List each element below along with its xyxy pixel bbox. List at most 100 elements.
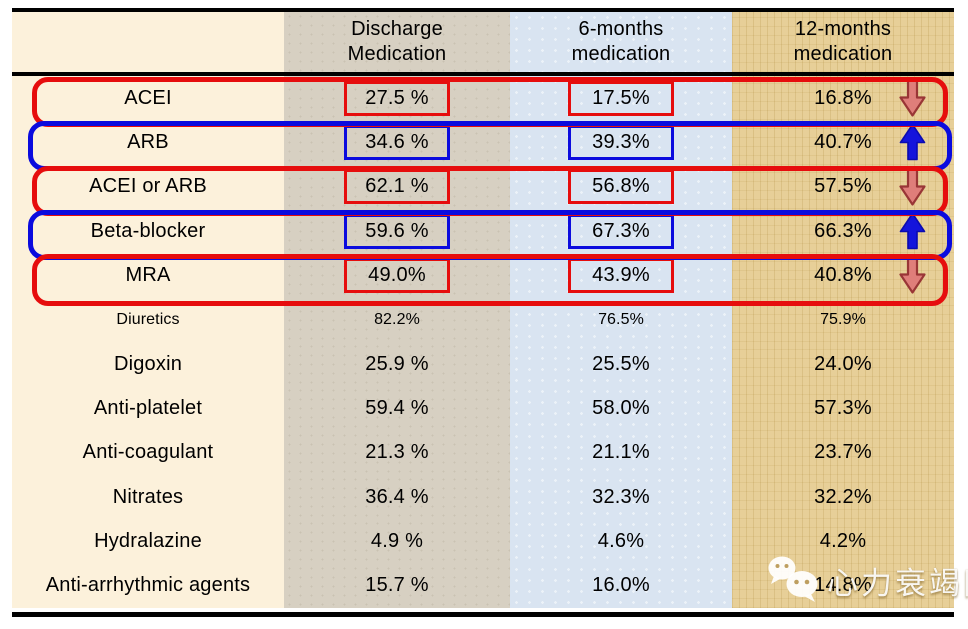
value-text: 66.3% — [814, 219, 872, 242]
row-label-text: ACEI — [124, 86, 172, 109]
anti-coagulant-discharge-cell: 21.3 % — [284, 430, 510, 475]
header-12months: 12-months medication — [732, 12, 954, 76]
row-label-acei-or-arb: ACEI or ARB — [12, 164, 284, 209]
value-text: 21.1% — [592, 441, 650, 464]
value-box: 59.6 % — [344, 213, 450, 249]
hydralazine-12m-cell: 4.2% — [732, 519, 954, 564]
value-text: 16.0% — [592, 574, 650, 597]
row-label-text: Anti-coagulant — [82, 441, 214, 464]
diuretics-6m-cell: 76.5% — [510, 297, 732, 342]
row-label-beta-blocker: Beta-blocker — [12, 208, 284, 254]
row-label-digoxin: Digoxin — [12, 341, 284, 387]
arb-discharge-cell: 34.6 % — [284, 120, 510, 165]
wechat-logo-icon — [768, 556, 818, 602]
value-text: 59.4 % — [365, 396, 429, 419]
beta-blocker-discharge-cell: 59.6 % — [284, 208, 510, 254]
anti-arrhythmic-6m-cell: 16.0% — [510, 563, 732, 608]
row-label-diuretics: Diuretics — [12, 297, 284, 342]
value-box: 27.5 % — [344, 80, 450, 116]
header-discharge-label: Discharge Medication — [347, 18, 447, 65]
acei-discharge-cell: 27.5 % — [284, 76, 510, 121]
value-box: 39.3% — [568, 124, 674, 160]
mra-6m-cell: 43.9% — [510, 253, 732, 298]
mra-12m-cell: 40.8% — [732, 253, 954, 298]
row-label-arb: ARB — [12, 120, 284, 165]
digoxin-discharge-cell: 25.9 % — [284, 341, 510, 387]
mra-discharge-cell: 49.0% — [284, 253, 510, 298]
anti-platelet-discharge-cell: 59.4 % — [284, 386, 510, 431]
header-6months-label: 6-months medication — [571, 18, 671, 65]
nitrates-discharge-cell: 36.4 % — [284, 474, 510, 520]
row-label-anti-coagulant: Anti-coagulant — [12, 430, 284, 475]
value-box: 49.0% — [344, 257, 450, 293]
row-label-text: Anti-arrhythmic agents — [45, 574, 251, 597]
value-text: 4.2% — [819, 529, 867, 552]
medication-table: Discharge Medication 6-months medication… — [12, 8, 954, 617]
value-text: 57.5% — [814, 175, 872, 198]
arb-6m-cell: 39.3% — [510, 120, 732, 165]
acei-or-arb-12m-cell: 57.5% — [732, 164, 954, 209]
watermark-text: 心力衰竭网 — [827, 565, 968, 601]
digoxin-6m-cell: 25.5% — [510, 341, 732, 387]
acei-or-arb-6m-cell: 56.8% — [510, 164, 732, 209]
value-box: 67.3% — [568, 213, 674, 249]
hydralazine-discharge-cell: 4.9 % — [284, 519, 510, 564]
beta-blocker-6m-cell: 67.3% — [510, 208, 732, 254]
row-label-acei: ACEI — [12, 76, 284, 121]
diuretics-12m-cell: 75.9% — [732, 297, 954, 342]
watermark: 心力衰竭网 — [766, 554, 968, 606]
anti-coagulant-6m-cell: 21.1% — [510, 430, 732, 475]
row-label-text: Diuretics — [116, 310, 180, 328]
row-label-mra: MRA — [12, 253, 284, 298]
row-label-text: Beta-blocker — [90, 219, 206, 242]
row-label-text: MRA — [125, 263, 171, 286]
value-text: 75.9% — [820, 310, 866, 328]
value-text: 4.9 % — [370, 529, 424, 552]
value-text: 76.5% — [598, 310, 644, 328]
anti-arrhythmic-12m-cell: 14.8% — [732, 563, 954, 608]
header-6months: 6-months medication — [510, 12, 732, 76]
row-label-text: Hydralazine — [94, 529, 202, 552]
value-text: 25.9 % — [365, 352, 429, 375]
acei-or-arb-discharge-cell: 62.1 % — [284, 164, 510, 209]
value-text: 57.3% — [814, 396, 872, 419]
row-label-nitrates: Nitrates — [12, 474, 284, 520]
trend-down-arrow-icon — [899, 256, 926, 295]
diuretics-discharge-cell: 82.2% — [284, 297, 510, 342]
value-box: 43.9% — [568, 257, 674, 293]
value-text: 4.6% — [597, 529, 645, 552]
row-label-text: ACEI or ARB — [89, 175, 207, 198]
value-text: 36.4 % — [365, 485, 429, 508]
header-12months-label: 12-months medication — [793, 18, 893, 65]
value-box: 17.5% — [568, 80, 674, 116]
header-empty-cell — [12, 12, 284, 76]
value-text: 32.2% — [814, 485, 872, 508]
beta-blocker-12m-cell: 66.3% — [732, 208, 954, 254]
value-box: 56.8% — [568, 169, 674, 205]
value-text: 14.8% — [814, 574, 872, 597]
row-label-anti-platelet: Anti-platelet — [12, 386, 284, 431]
nitrates-12m-cell: 32.2% — [732, 474, 954, 520]
value-text: 40.7% — [814, 130, 872, 153]
arb-12m-cell: 40.7% — [732, 120, 954, 165]
anti-coagulant-12m-cell: 23.7% — [732, 430, 954, 475]
row-label-text: Digoxin — [113, 352, 183, 375]
trend-down-arrow-icon — [899, 168, 926, 206]
value-text: 16.8% — [814, 86, 872, 109]
value-box: 34.6 % — [344, 124, 450, 160]
value-text: 15.7 % — [365, 574, 429, 597]
trend-up-arrow-icon — [899, 124, 926, 161]
value-text: 24.0% — [814, 352, 872, 375]
value-text: 82.2% — [374, 310, 420, 328]
acei-6m-cell: 17.5% — [510, 76, 732, 121]
acei-12m-cell: 16.8% — [732, 76, 954, 121]
value-text: 21.3 % — [365, 441, 429, 464]
value-text: 25.5% — [592, 352, 650, 375]
row-label-anti-arrhythmic: Anti-arrhythmic agents — [12, 563, 284, 608]
header-discharge: Discharge Medication — [284, 12, 510, 76]
anti-platelet-6m-cell: 58.0% — [510, 386, 732, 431]
value-text: 58.0% — [592, 396, 650, 419]
value-text: 32.3% — [592, 485, 650, 508]
trend-down-arrow-icon — [899, 79, 926, 117]
value-box: 62.1 % — [344, 169, 450, 205]
